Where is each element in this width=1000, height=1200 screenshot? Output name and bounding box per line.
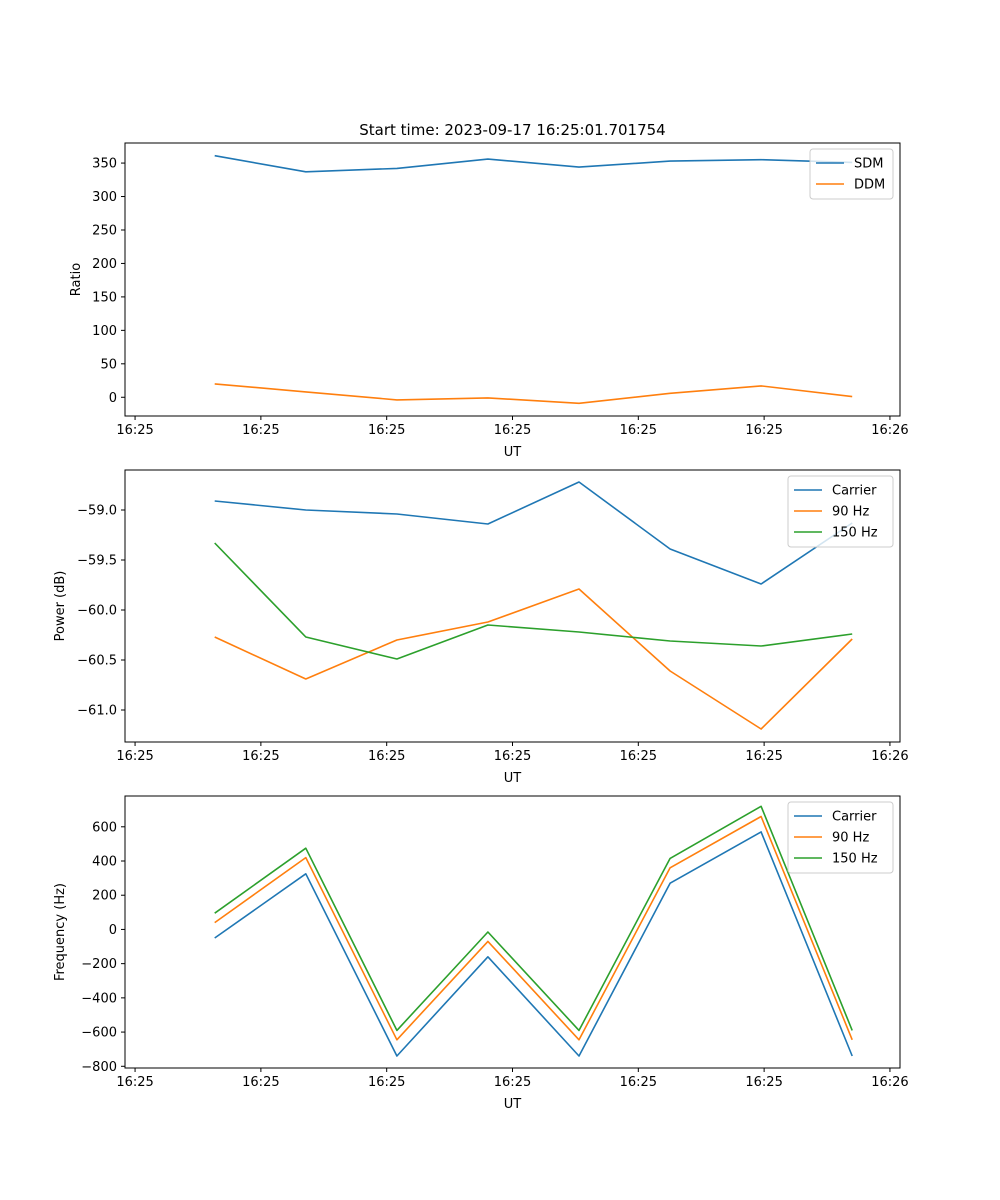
y-tick-label: −59.0 (77, 504, 117, 519)
legend-label: Carrier (832, 484, 877, 499)
x-tick-label: 16:26 (871, 749, 908, 764)
x-tick-label: 16:26 (871, 1075, 908, 1090)
legend-label: 90 Hz (832, 505, 869, 520)
x-tick-label: 16:25 (745, 423, 782, 438)
legend-label: DDM (854, 178, 885, 193)
y-tick-label: −60.0 (77, 604, 117, 619)
legend-label: SDM (854, 157, 883, 172)
x-tick-label: 16:25 (116, 749, 153, 764)
x-tick-label: 16:25 (116, 423, 153, 438)
x-tick-label: 16:25 (368, 423, 405, 438)
y-tick-label: 200 (92, 257, 117, 272)
series-line-ddm (214, 383, 853, 405)
y-tick-label: −400 (81, 991, 117, 1006)
y-tick-label: 150 (92, 290, 117, 305)
x-tick-label: 16:25 (242, 1075, 279, 1090)
legend-label: 90 Hz (832, 831, 869, 846)
y-tick-label: 400 (92, 855, 117, 870)
y-tick-label: −200 (81, 957, 117, 972)
legend-box-2 (787, 801, 894, 874)
legend-box-0 (809, 148, 894, 200)
y-tick-label: −800 (81, 1060, 117, 1075)
x-tick-label: 16:25 (620, 749, 657, 764)
y-tick-label: 600 (92, 820, 117, 835)
legend-box-1 (787, 475, 894, 548)
x-tick-label: 16:25 (368, 1075, 405, 1090)
y-tick-label: 350 (92, 157, 117, 172)
x-tick-label: 16:25 (494, 1075, 531, 1090)
x-tick-label: 16:25 (620, 423, 657, 438)
x-tick-label: 16:25 (494, 749, 531, 764)
x-tick-label: 16:25 (242, 423, 279, 438)
y-axis-label: Ratio (69, 263, 84, 296)
legend-label: Carrier (832, 810, 877, 825)
x-tick-label: 16:25 (368, 749, 405, 764)
y-tick-label: 0 (109, 391, 117, 406)
x-tick-label: 16:25 (242, 749, 279, 764)
x-axis-label: UT (504, 771, 522, 786)
series-line-90-hz (214, 588, 853, 730)
legend-label: 150 Hz (832, 526, 878, 541)
x-tick-label: 16:25 (116, 1075, 153, 1090)
series-line-90-hz (214, 815, 853, 1041)
y-tick-label: 250 (92, 223, 117, 238)
x-axis-label: UT (504, 1097, 522, 1112)
y-tick-label: 200 (92, 889, 117, 904)
series-line-carrier (214, 481, 853, 585)
series-line-150-hz (214, 542, 853, 660)
y-tick-label: −60.5 (77, 654, 117, 669)
legend-label: 150 Hz (832, 852, 878, 867)
x-tick-label: 16:26 (871, 423, 908, 438)
x-tick-label: 16:25 (620, 1075, 657, 1090)
axes-frame-0 (124, 142, 901, 417)
x-tick-label: 16:25 (745, 1075, 782, 1090)
y-tick-label: −59.5 (77, 554, 117, 569)
y-tick-label: −600 (81, 1026, 117, 1041)
x-tick-label: 16:25 (494, 423, 531, 438)
axes-frame-1 (124, 469, 901, 743)
y-axis-label: Power (dB) (53, 571, 68, 642)
y-axis-label: Frequency (Hz) (53, 883, 68, 981)
y-tick-label: 0 (109, 923, 117, 938)
y-tick-label: −61.0 (77, 704, 117, 719)
series-line-150-hz (214, 805, 853, 1032)
y-tick-label: 100 (92, 324, 117, 339)
x-axis-label: UT (504, 445, 522, 460)
chart-title: Start time: 2023-09-17 16:25:01.701754 (359, 121, 665, 139)
x-tick-label: 16:25 (745, 749, 782, 764)
series-line-sdm (214, 154, 853, 173)
y-tick-label: 50 (100, 357, 117, 372)
series-line-carrier (214, 831, 853, 1057)
y-tick-label: 300 (92, 190, 117, 205)
axes-frame-2 (124, 795, 901, 1069)
